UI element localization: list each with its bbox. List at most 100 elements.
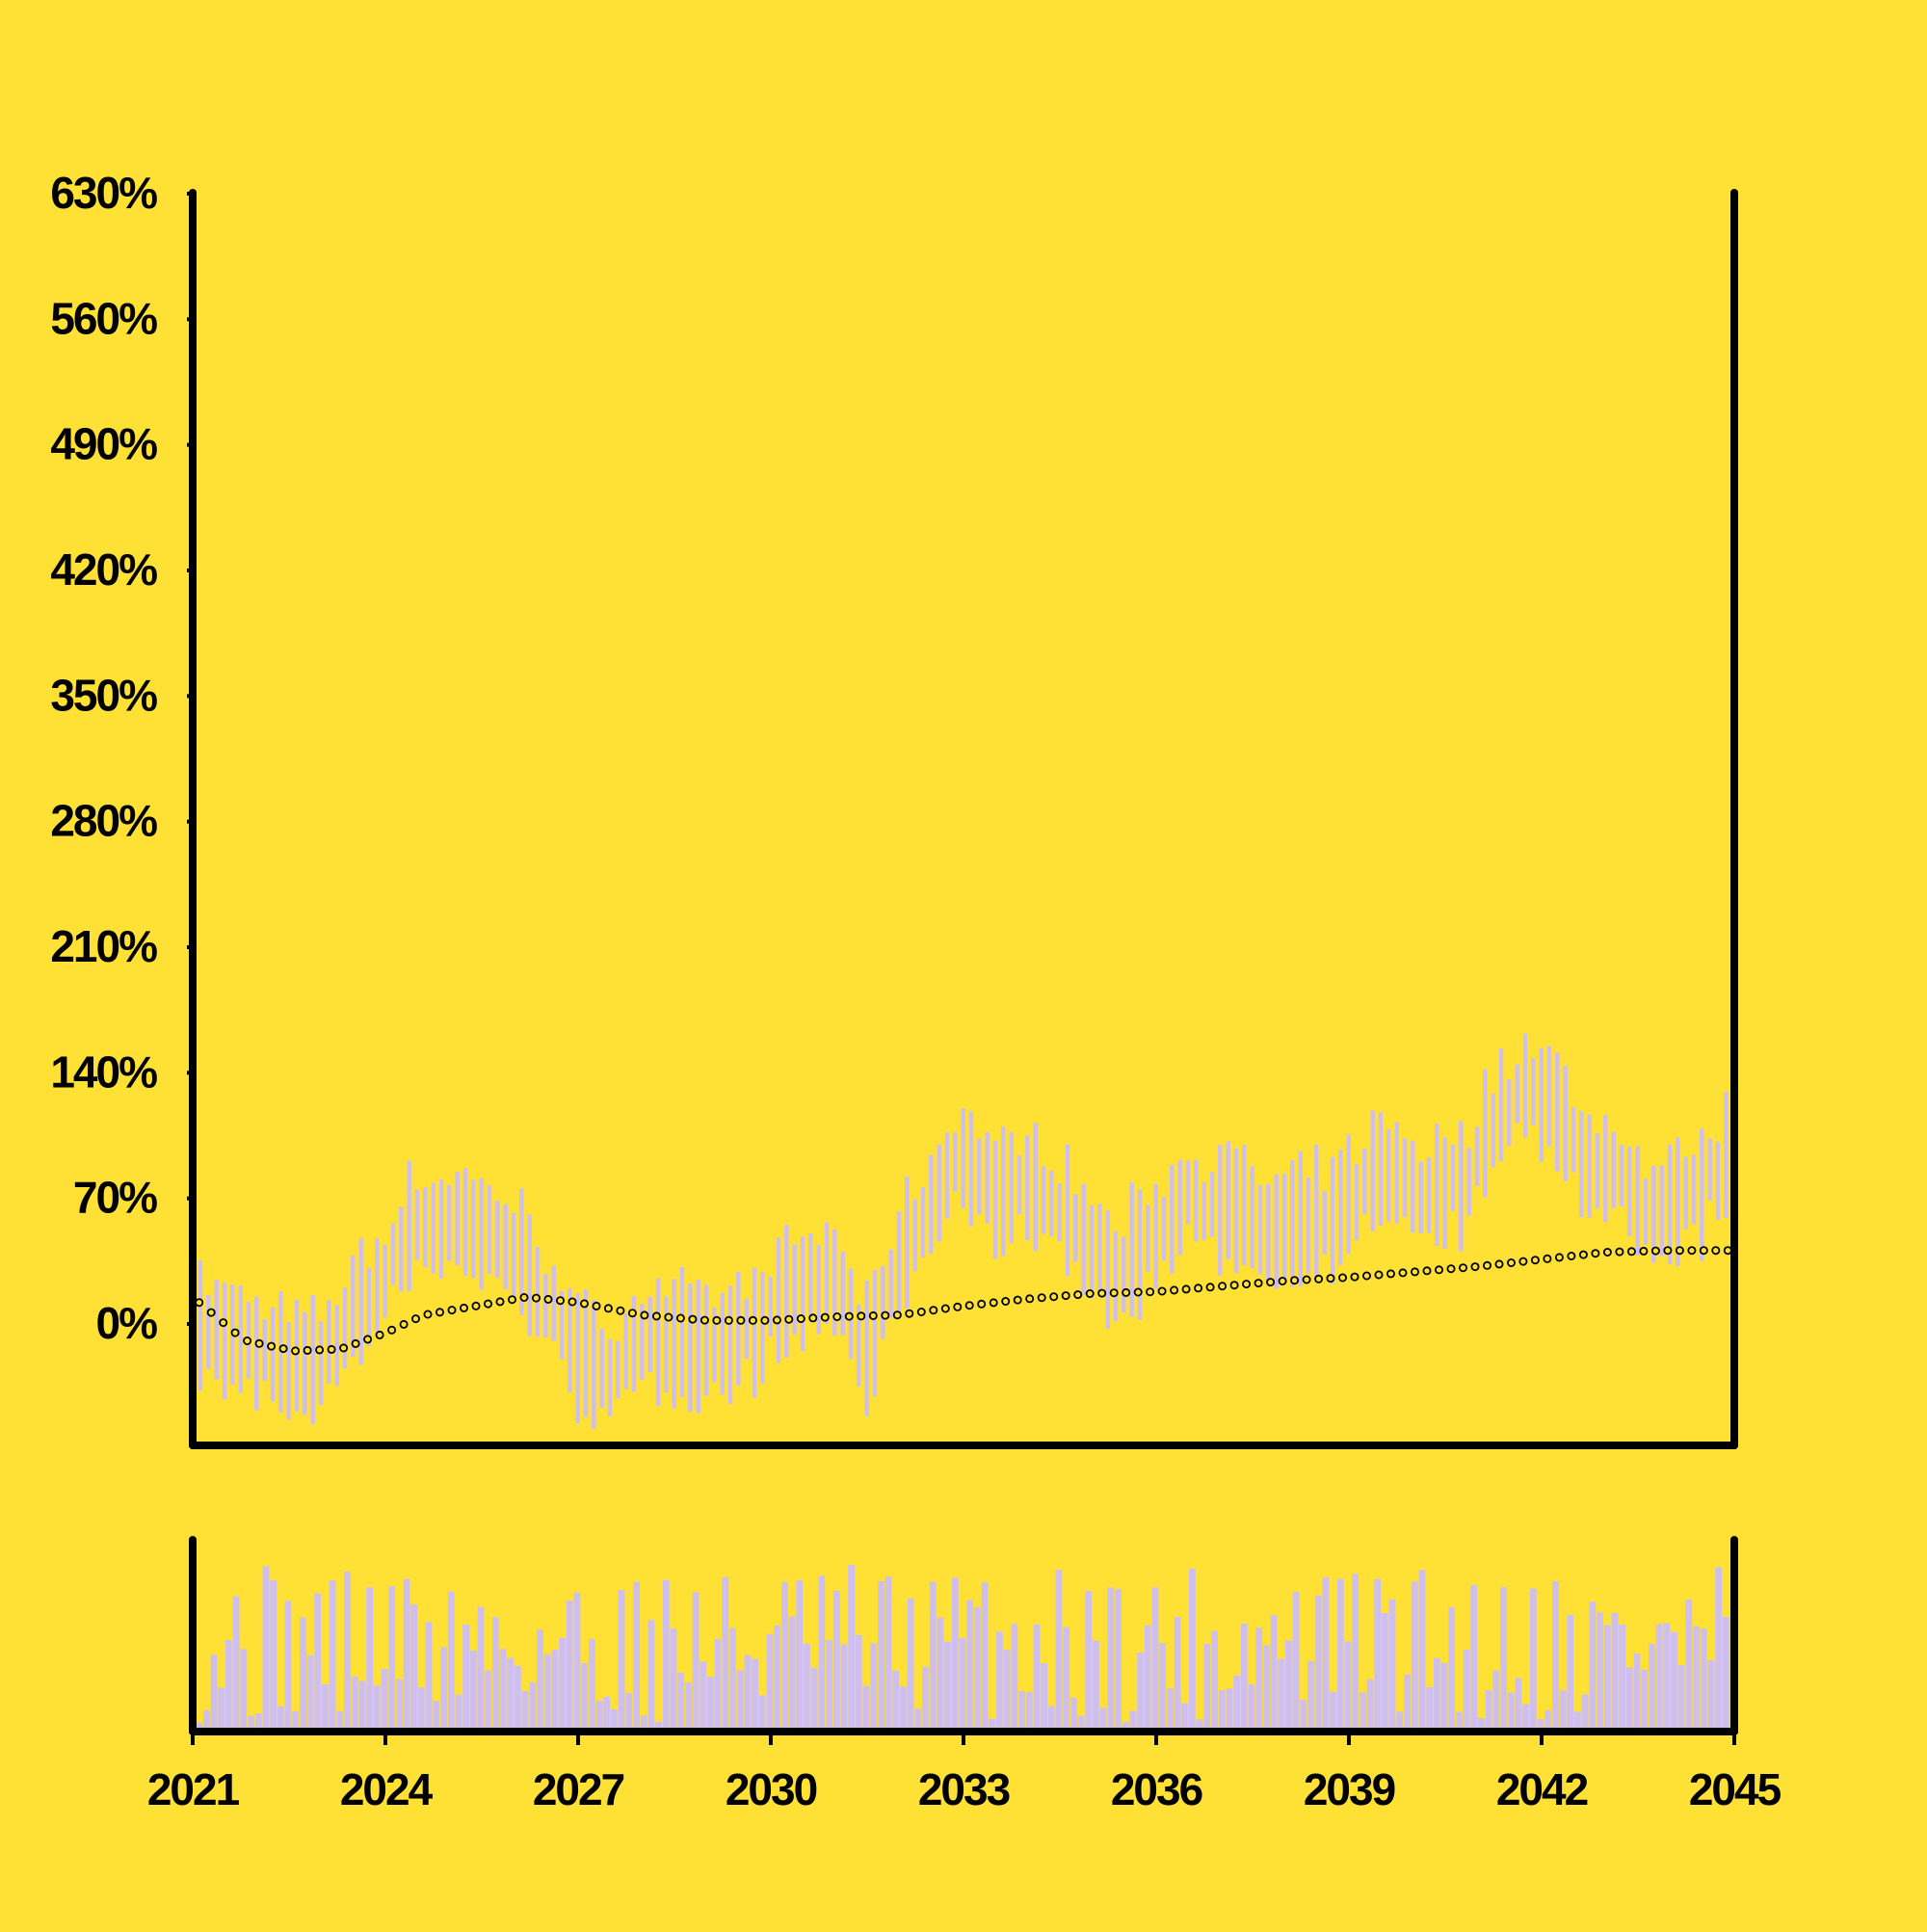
moving-average-point [1422, 1266, 1432, 1276]
moving-average-point [1459, 1263, 1468, 1273]
volume-bar [1418, 1570, 1426, 1732]
volume-bar [989, 1718, 996, 1732]
volume-bar [381, 1669, 388, 1732]
candle [1474, 1126, 1480, 1186]
volume-bar [1649, 1643, 1655, 1732]
candle [455, 1172, 460, 1266]
candle [752, 1267, 757, 1398]
candle [672, 1279, 676, 1409]
moving-average-point [447, 1306, 457, 1315]
candle [1435, 1124, 1439, 1246]
moving-average-point [760, 1315, 770, 1325]
candle [1546, 1045, 1552, 1147]
volume-bar [796, 1580, 804, 1732]
candle [1338, 1150, 1343, 1265]
moving-average-point [495, 1297, 505, 1307]
moving-average-point [1073, 1290, 1083, 1300]
candle [929, 1154, 934, 1254]
candle [1177, 1159, 1182, 1256]
volume-bar [1055, 1570, 1063, 1732]
volume-bar [1063, 1627, 1070, 1732]
volume-bar [1285, 1640, 1292, 1732]
volume-bar [981, 1582, 989, 1732]
candle [318, 1321, 324, 1406]
moving-average-point [989, 1298, 998, 1308]
candle [462, 1168, 468, 1276]
moving-average-point [664, 1312, 673, 1322]
volume-bar [254, 1713, 262, 1732]
candle [888, 1249, 893, 1318]
volume-bar [1500, 1587, 1507, 1732]
volume-bar [1522, 1704, 1529, 1732]
volume-bar [447, 1591, 455, 1732]
x-tick-label: 2042 [1496, 1764, 1588, 1814]
moving-average-point [784, 1314, 794, 1324]
candle [944, 1132, 950, 1219]
candle [840, 1251, 845, 1336]
candle [399, 1206, 404, 1292]
moving-average-point [471, 1301, 481, 1310]
y-tick-label: 0% [96, 1298, 158, 1348]
moving-average-point [1386, 1269, 1396, 1279]
moving-average-point [736, 1315, 746, 1325]
volume-bar [1515, 1678, 1522, 1732]
moving-average-point [1639, 1246, 1649, 1256]
moving-average-point [772, 1315, 781, 1325]
moving-average-point [1146, 1287, 1155, 1297]
volume-bar [1603, 1625, 1611, 1732]
volume-bar [529, 1681, 537, 1732]
volume-bar [499, 1649, 507, 1732]
volume-bar [1529, 1588, 1537, 1732]
volume-bar [611, 1709, 618, 1732]
volume-bar [1047, 1706, 1055, 1732]
moving-average-point [1109, 1288, 1119, 1298]
candle [1595, 1133, 1600, 1209]
candle [423, 1187, 428, 1268]
volume-bar [1011, 1624, 1018, 1732]
volume-bar [1685, 1599, 1693, 1732]
moving-average-point [688, 1314, 698, 1324]
axes-layer [189, 189, 1738, 1735]
volume-bar [1359, 1692, 1366, 1732]
candle [1700, 1128, 1704, 1261]
volume-bar [1693, 1626, 1700, 1732]
moving-average-point [423, 1310, 433, 1319]
moving-average-point [1266, 1278, 1276, 1287]
moving-average-point [905, 1309, 914, 1318]
candle [511, 1212, 516, 1302]
volume-bar [1174, 1616, 1181, 1732]
volume-bar [203, 1709, 210, 1732]
candle [1105, 1209, 1110, 1329]
volume-bar [752, 1658, 758, 1732]
volume-bar [914, 1708, 922, 1732]
volume-bar [589, 1638, 595, 1732]
moving-average-point [603, 1304, 613, 1313]
moving-average-point [1507, 1258, 1517, 1268]
moving-average-point [1711, 1246, 1721, 1256]
volume-bar [625, 1692, 633, 1732]
moving-average-point [796, 1314, 805, 1324]
candle [816, 1244, 821, 1335]
candles-layer [198, 1033, 1729, 1430]
candle [992, 1140, 998, 1259]
volume-bar [300, 1617, 306, 1732]
candle [551, 1265, 556, 1341]
candle [1218, 1145, 1223, 1276]
volume-bar [1574, 1711, 1581, 1732]
volume-bar [573, 1592, 581, 1732]
moving-average-point [1602, 1248, 1612, 1257]
volume-bar [373, 1685, 381, 1732]
volume-bar [1352, 1574, 1359, 1732]
candle [1394, 1122, 1399, 1224]
moving-average-point [953, 1302, 963, 1311]
volume-bar [692, 1592, 700, 1732]
candle [1033, 1123, 1038, 1252]
candle [471, 1179, 476, 1279]
moving-average-point [892, 1310, 902, 1320]
volume-bar [729, 1628, 736, 1732]
volume-bar [1382, 1613, 1388, 1732]
moving-average-point [868, 1310, 878, 1320]
volume-bar [1478, 1718, 1485, 1732]
moving-average-point [1470, 1262, 1480, 1272]
volume-bar [826, 1639, 832, 1732]
